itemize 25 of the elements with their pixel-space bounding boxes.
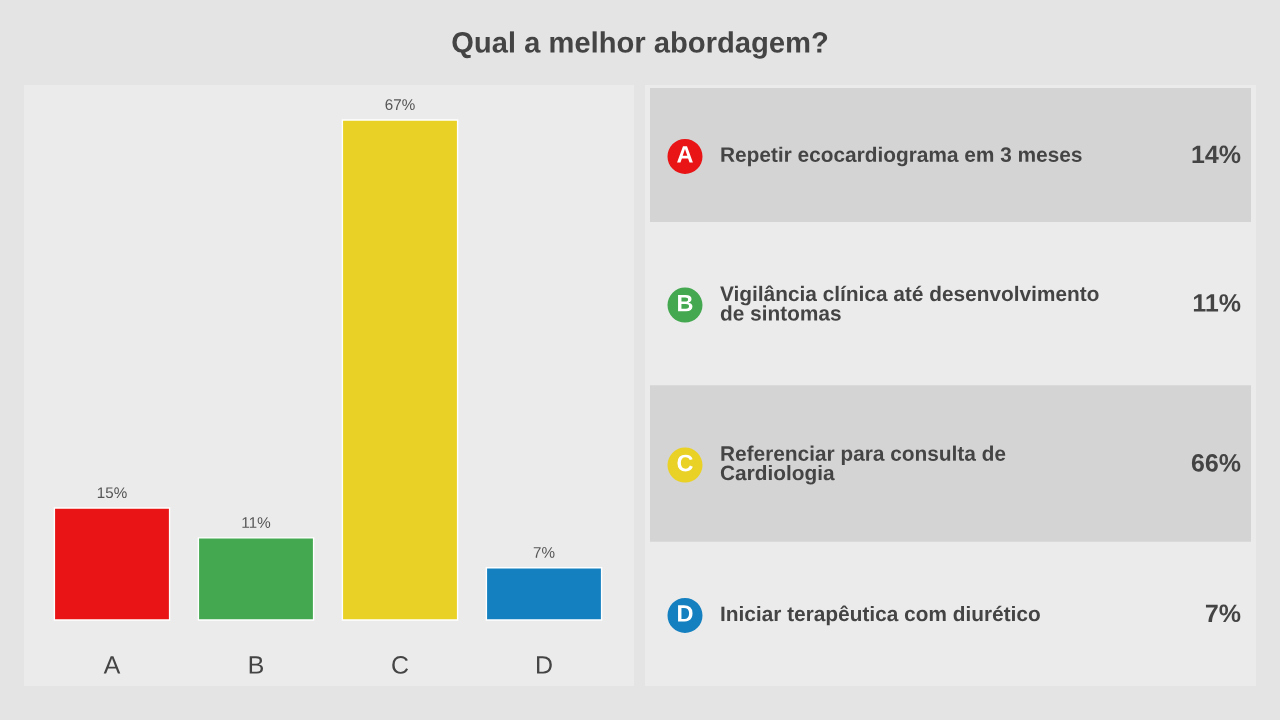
bar	[341, 119, 459, 621]
text: Referenciar para consulta de Cardiologia	[720, 445, 1006, 485]
bar	[53, 507, 171, 621]
text: 66%	[1191, 454, 1241, 472]
category-label: B	[678, 294, 693, 312]
text: Vigilância clínica até desenvolvimento de sintomas	[720, 285, 1099, 321]
data-label: 11%	[242, 517, 271, 528]
data-label: 15%	[97, 487, 127, 499]
text: 7%	[1205, 604, 1241, 623]
chart-title: Qual a melhor abordagem?	[452, 31, 828, 59]
bar	[197, 537, 315, 621]
text: 11%	[1193, 294, 1241, 312]
x-tick-label: D	[537, 656, 552, 674]
text: 14%	[1192, 145, 1241, 164]
text: Iniciar terapêutica com diurético	[721, 605, 1040, 626]
category-label: A	[677, 146, 693, 163]
data-label: 67%	[385, 99, 415, 111]
text: Repetir ecocardiograma em 3 meses	[721, 146, 1082, 167]
bar	[485, 567, 603, 621]
x-tick-label: C	[392, 656, 409, 674]
x-tick-label: A	[103, 656, 121, 674]
x-tick-label: B	[249, 656, 264, 674]
category-label: D	[678, 605, 693, 622]
data-label: 7%	[533, 547, 555, 558]
category-label: C	[677, 454, 693, 472]
